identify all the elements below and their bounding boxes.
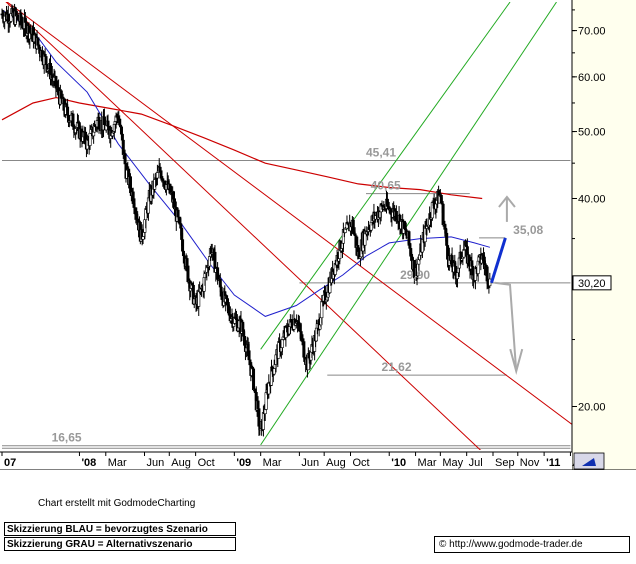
- price-bar-body: [185, 258, 189, 267]
- chart-credit: Chart erstellt mit GodmodeCharting: [38, 498, 196, 509]
- price-bar-body: [155, 172, 159, 179]
- scenario-sketches: [490, 195, 524, 375]
- y-tick-label: 50.00: [578, 127, 606, 139]
- price-bar-body: [44, 56, 48, 65]
- level-labels: 45,41 40,65 35,08 29,90 21,62 16,65: [52, 145, 544, 444]
- legend-grey-scenario: Skizzierung GRAU = Alternativszenario: [4, 537, 236, 551]
- x-axis-panel: [0, 452, 572, 470]
- price-bar-body: [119, 126, 123, 135]
- price-bar-body: [176, 209, 180, 218]
- price-bar-body: [264, 392, 268, 410]
- price-bar-body: [407, 231, 411, 244]
- price-bar-body: [445, 232, 449, 246]
- x-tick-label: Oct: [198, 457, 215, 469]
- scenario-grey-down: [494, 281, 518, 372]
- y-tick-label: 40.00: [578, 194, 606, 206]
- x-tick-label: May: [442, 457, 463, 469]
- level-label: 40,65: [371, 179, 401, 193]
- trendline: [260, 2, 511, 350]
- x-tick-label: Mar: [263, 457, 282, 469]
- chart-svg: 45,41 40,65 35,08 29,90 21,62 16,65 70.00 60.0…: [0, 0, 636, 471]
- price-bar-body: [141, 236, 145, 240]
- axes: 70.00 60.00 50.00 40.00 20.00 30,20 07 '08 Mar Ju…: [0, 0, 636, 471]
- x-tick-label: Jun: [147, 457, 165, 469]
- trendlines: [5, 2, 572, 450]
- x-tick-label: Sep: [495, 457, 515, 469]
- price-bar-body: [252, 368, 256, 391]
- trendline: [5, 2, 482, 450]
- legend-blue-scenario: Skizzierung BLAU = bevorzugtes Szenario: [4, 522, 236, 536]
- x-tick-label: Aug: [171, 457, 191, 469]
- price-bar-body: [88, 132, 92, 146]
- pencil-icon: [582, 458, 596, 466]
- price-bar-body: [36, 37, 40, 46]
- chart-tool-button[interactable]: [573, 452, 605, 470]
- current-price-label: 30,20: [578, 278, 606, 290]
- level-label: 21,62: [381, 360, 411, 374]
- copyright-link[interactable]: © http://www.godmode-trader.de: [434, 536, 630, 553]
- level-label: 35,08: [513, 223, 543, 237]
- x-tick-label: Nov: [520, 457, 540, 469]
- scenario-grey-down-arrowhead: [509, 348, 524, 375]
- x-tick-label: Mar: [108, 457, 127, 469]
- x-tick-label: 07: [4, 457, 16, 469]
- y-tick-label: 70.00: [578, 26, 606, 38]
- price-bar-body: [92, 131, 96, 137]
- x-tick-label: '11: [546, 457, 560, 469]
- price-bars: [0, 3, 492, 437]
- x-tick-label: Jun: [301, 457, 319, 469]
- moving-average-long: [1, 96, 483, 200]
- level-label: 29,90: [400, 268, 430, 282]
- x-tick-label: Jul: [469, 457, 483, 469]
- price-chart: 45,41 40,65 35,08 29,90 21,62 16,65 70.00 60.0…: [0, 0, 636, 471]
- x-tick-label: '08: [81, 457, 96, 469]
- x-tick-label: '10: [391, 457, 406, 469]
- level-label: 16,65: [52, 431, 82, 445]
- x-tick-label: Oct: [353, 457, 370, 469]
- scenario-blue-line: [490, 237, 507, 284]
- x-tick-label: Aug: [326, 457, 346, 469]
- price-bar-body: [248, 359, 252, 366]
- y-tick-label: 60.00: [578, 72, 606, 84]
- y-axis-panel: [572, 0, 636, 470]
- level-label: 45,41: [366, 145, 396, 159]
- scenario-grey-up-arrowhead: [498, 195, 516, 208]
- y-tick-label: 20.00: [578, 401, 606, 413]
- current-price-box: [572, 275, 612, 291]
- price-bar-body: [120, 133, 124, 141]
- price-bar-body: [280, 339, 284, 348]
- trendline: [6, 2, 572, 425]
- x-tick-label: Mar: [418, 457, 437, 469]
- x-tick-label: '09: [236, 457, 251, 469]
- trendline: [260, 2, 557, 446]
- price-bar-body: [272, 368, 276, 375]
- price-bar-body: [462, 249, 466, 258]
